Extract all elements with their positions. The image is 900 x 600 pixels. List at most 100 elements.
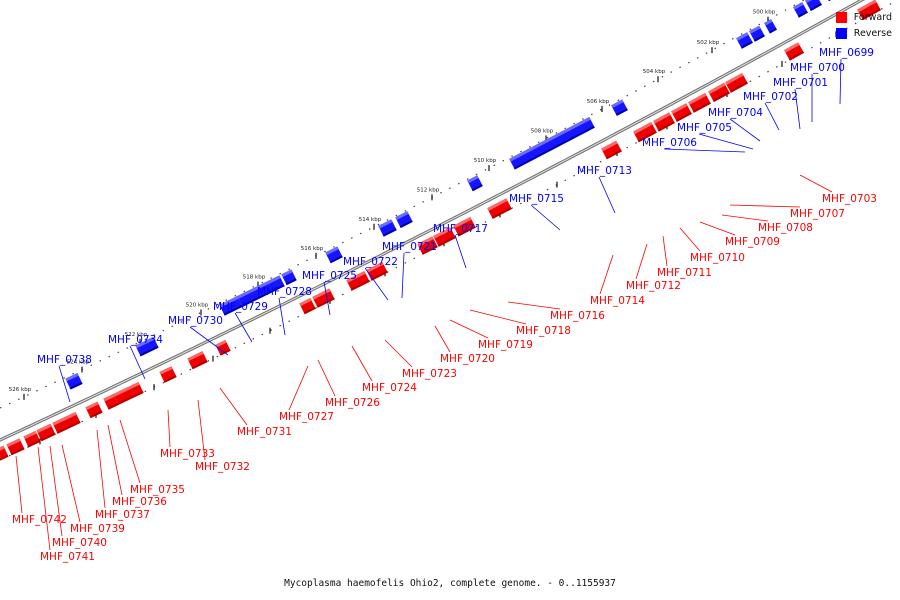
reverse-gene[interactable] — [395, 211, 413, 228]
forward-gene[interactable] — [103, 394, 119, 410]
forward-gene[interactable] — [23, 430, 41, 448]
gene-label-mhf_0700[interactable]: MHF_0700 — [790, 62, 845, 74]
gene-label-mhf_0738[interactable]: MHF_0738 — [37, 354, 92, 366]
gene-label-mhf_0710[interactable]: MHF_0710 — [690, 252, 745, 264]
reverse-gene[interactable] — [805, 0, 822, 11]
reverse-gene[interactable] — [467, 175, 483, 192]
gene-label-mhf_0719[interactable]: MHF_0719 — [478, 339, 533, 351]
leader-line — [799, 174, 833, 193]
gene-label-mhf_0707[interactable]: MHF_0707 — [790, 208, 845, 220]
gene-label-mhf_0734[interactable]: MHF_0734 — [108, 334, 163, 346]
reverse-gene[interactable] — [135, 336, 159, 357]
gene-label-mhf_0728[interactable]: MHF_0728 — [257, 286, 312, 298]
leader-line — [167, 409, 171, 448]
forward-gene[interactable] — [671, 103, 692, 122]
leader-line — [189, 326, 229, 356]
gene-label-mhf_0699[interactable]: MHF_0699 — [819, 47, 874, 59]
forward-gene[interactable] — [312, 288, 335, 308]
gene-label-mhf_0732[interactable]: MHF_0732 — [195, 461, 250, 473]
reverse-gene[interactable] — [793, 2, 808, 18]
gene-label-mhf_0729[interactable]: MHF_0729 — [213, 301, 268, 313]
forward-gene[interactable] — [346, 271, 370, 291]
leader-line — [61, 444, 81, 523]
gene-label-mhf_0736[interactable]: MHF_0736 — [112, 496, 167, 508]
forward-gene[interactable] — [433, 227, 456, 247]
gene-label-mhf_0740[interactable]: MHF_0740 — [52, 537, 107, 549]
forward-gene[interactable] — [601, 140, 622, 160]
forward-gene[interactable] — [52, 412, 81, 434]
gene-label-mhf_0713[interactable]: MHF_0713 — [577, 165, 632, 177]
forward-gene[interactable] — [366, 261, 388, 281]
gene-label-mhf_0726[interactable]: MHF_0726 — [325, 397, 380, 409]
gene-label-mhf_0733[interactable]: MHF_0733 — [160, 448, 215, 460]
forward-gene[interactable] — [725, 73, 748, 93]
forward-gene[interactable] — [633, 122, 657, 143]
reverse-gene[interactable] — [325, 246, 343, 264]
gene-label-mhf_0715[interactable]: MHF_0715 — [509, 193, 564, 205]
leader-line — [729, 204, 801, 208]
forward-gene[interactable] — [85, 401, 103, 419]
reverse-gene[interactable] — [736, 32, 753, 49]
forward-gene[interactable] — [784, 42, 804, 61]
reverse-gene[interactable] — [219, 296, 243, 316]
forward-gene[interactable] — [36, 423, 56, 442]
gene-label-mhf_0709[interactable]: MHF_0709 — [725, 236, 780, 248]
reverse-gene[interactable] — [237, 275, 285, 307]
forward-gene[interactable] — [0, 445, 9, 461]
gene-label-mhf_0722[interactable]: MHF_0722 — [343, 256, 398, 268]
forward-gene[interactable] — [857, 0, 881, 21]
gene-label-mhf_0716[interactable]: MHF_0716 — [550, 310, 605, 322]
forward-gene[interactable] — [299, 297, 316, 315]
gene-label-mhf_0708[interactable]: MHF_0708 — [758, 222, 813, 234]
gene-label-mhf_0711[interactable]: MHF_0711 — [657, 267, 712, 279]
genome-backbone-highlight — [0, 0, 863, 441]
leader-line — [598, 176, 616, 214]
gene-label-mhf_0737[interactable]: MHF_0737 — [95, 509, 150, 521]
reverse-gene[interactable] — [764, 19, 777, 34]
gene-label-mhf_0731[interactable]: MHF_0731 — [237, 426, 292, 438]
gene-label-mhf_0712[interactable]: MHF_0712 — [626, 280, 681, 292]
forward-gene[interactable] — [417, 236, 438, 255]
forward-gene[interactable] — [113, 382, 144, 405]
reverse-gene[interactable] — [509, 117, 595, 170]
gene-label-mhf_0701[interactable]: MHF_0701 — [773, 77, 828, 89]
reverse-gene[interactable] — [65, 373, 83, 390]
gene-label-mhf_0703[interactable]: MHF_0703 — [822, 193, 877, 205]
reverse-gene[interactable] — [823, 0, 839, 2]
gene-label-mhf_0724[interactable]: MHF_0724 — [362, 382, 417, 394]
reverse-gene[interactable] — [378, 219, 397, 237]
gene-label-mhf_0739[interactable]: MHF_0739 — [70, 523, 125, 535]
forward-gene[interactable] — [6, 438, 25, 456]
forward-gene[interactable] — [487, 198, 512, 219]
gene-label-mhf_0717[interactable]: MHF_0717 — [433, 223, 488, 235]
forward-gene[interactable] — [187, 351, 208, 370]
forward-gene[interactable] — [215, 339, 231, 356]
leader-line — [384, 339, 413, 368]
forward-gene[interactable] — [453, 216, 476, 237]
scale-tick-label: 524 kbp — [67, 360, 90, 366]
gene-label-mhf_0721[interactable]: MHF_0721 — [382, 241, 437, 253]
forward-gene[interactable] — [159, 366, 177, 383]
gene-label-mhf_0702[interactable]: MHF_0702 — [743, 91, 798, 103]
gene-label-mhf_0725[interactable]: MHF_0725 — [302, 270, 357, 282]
gene-label-mhf_0742[interactable]: MHF_0742 — [12, 514, 67, 526]
gene-label-mhf_0723[interactable]: MHF_0723 — [402, 368, 457, 380]
reverse-gene[interactable] — [611, 99, 628, 116]
reverse-gene[interactable] — [749, 25, 765, 42]
gene-label-mhf_0705[interactable]: MHF_0705 — [677, 122, 732, 134]
leader-line — [635, 243, 648, 280]
gene-label-mhf_0706[interactable]: MHF_0706 — [642, 137, 697, 149]
forward-gene[interactable] — [688, 93, 711, 113]
reverse-gene[interactable] — [281, 269, 297, 286]
gene-label-mhf_0714[interactable]: MHF_0714 — [590, 295, 645, 307]
gene-label-mhf_0741[interactable]: MHF_0741 — [40, 551, 95, 563]
gene-label-mhf_0718[interactable]: MHF_0718 — [516, 325, 571, 337]
gene-label-mhf_0704[interactable]: MHF_0704 — [708, 107, 763, 119]
forward-gene[interactable] — [653, 112, 675, 132]
forward-gene[interactable] — [708, 82, 730, 103]
gene-label-mhf_0720[interactable]: MHF_0720 — [440, 353, 495, 365]
gene-label-mhf_0727[interactable]: MHF_0727 — [279, 411, 334, 423]
gene-label-mhf_0735[interactable]: MHF_0735 — [130, 484, 185, 496]
gene-label-mhf_0730[interactable]: MHF_0730 — [168, 315, 223, 327]
